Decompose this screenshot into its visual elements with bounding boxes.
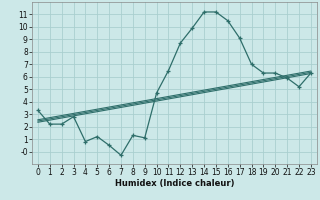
X-axis label: Humidex (Indice chaleur): Humidex (Indice chaleur) [115,179,234,188]
